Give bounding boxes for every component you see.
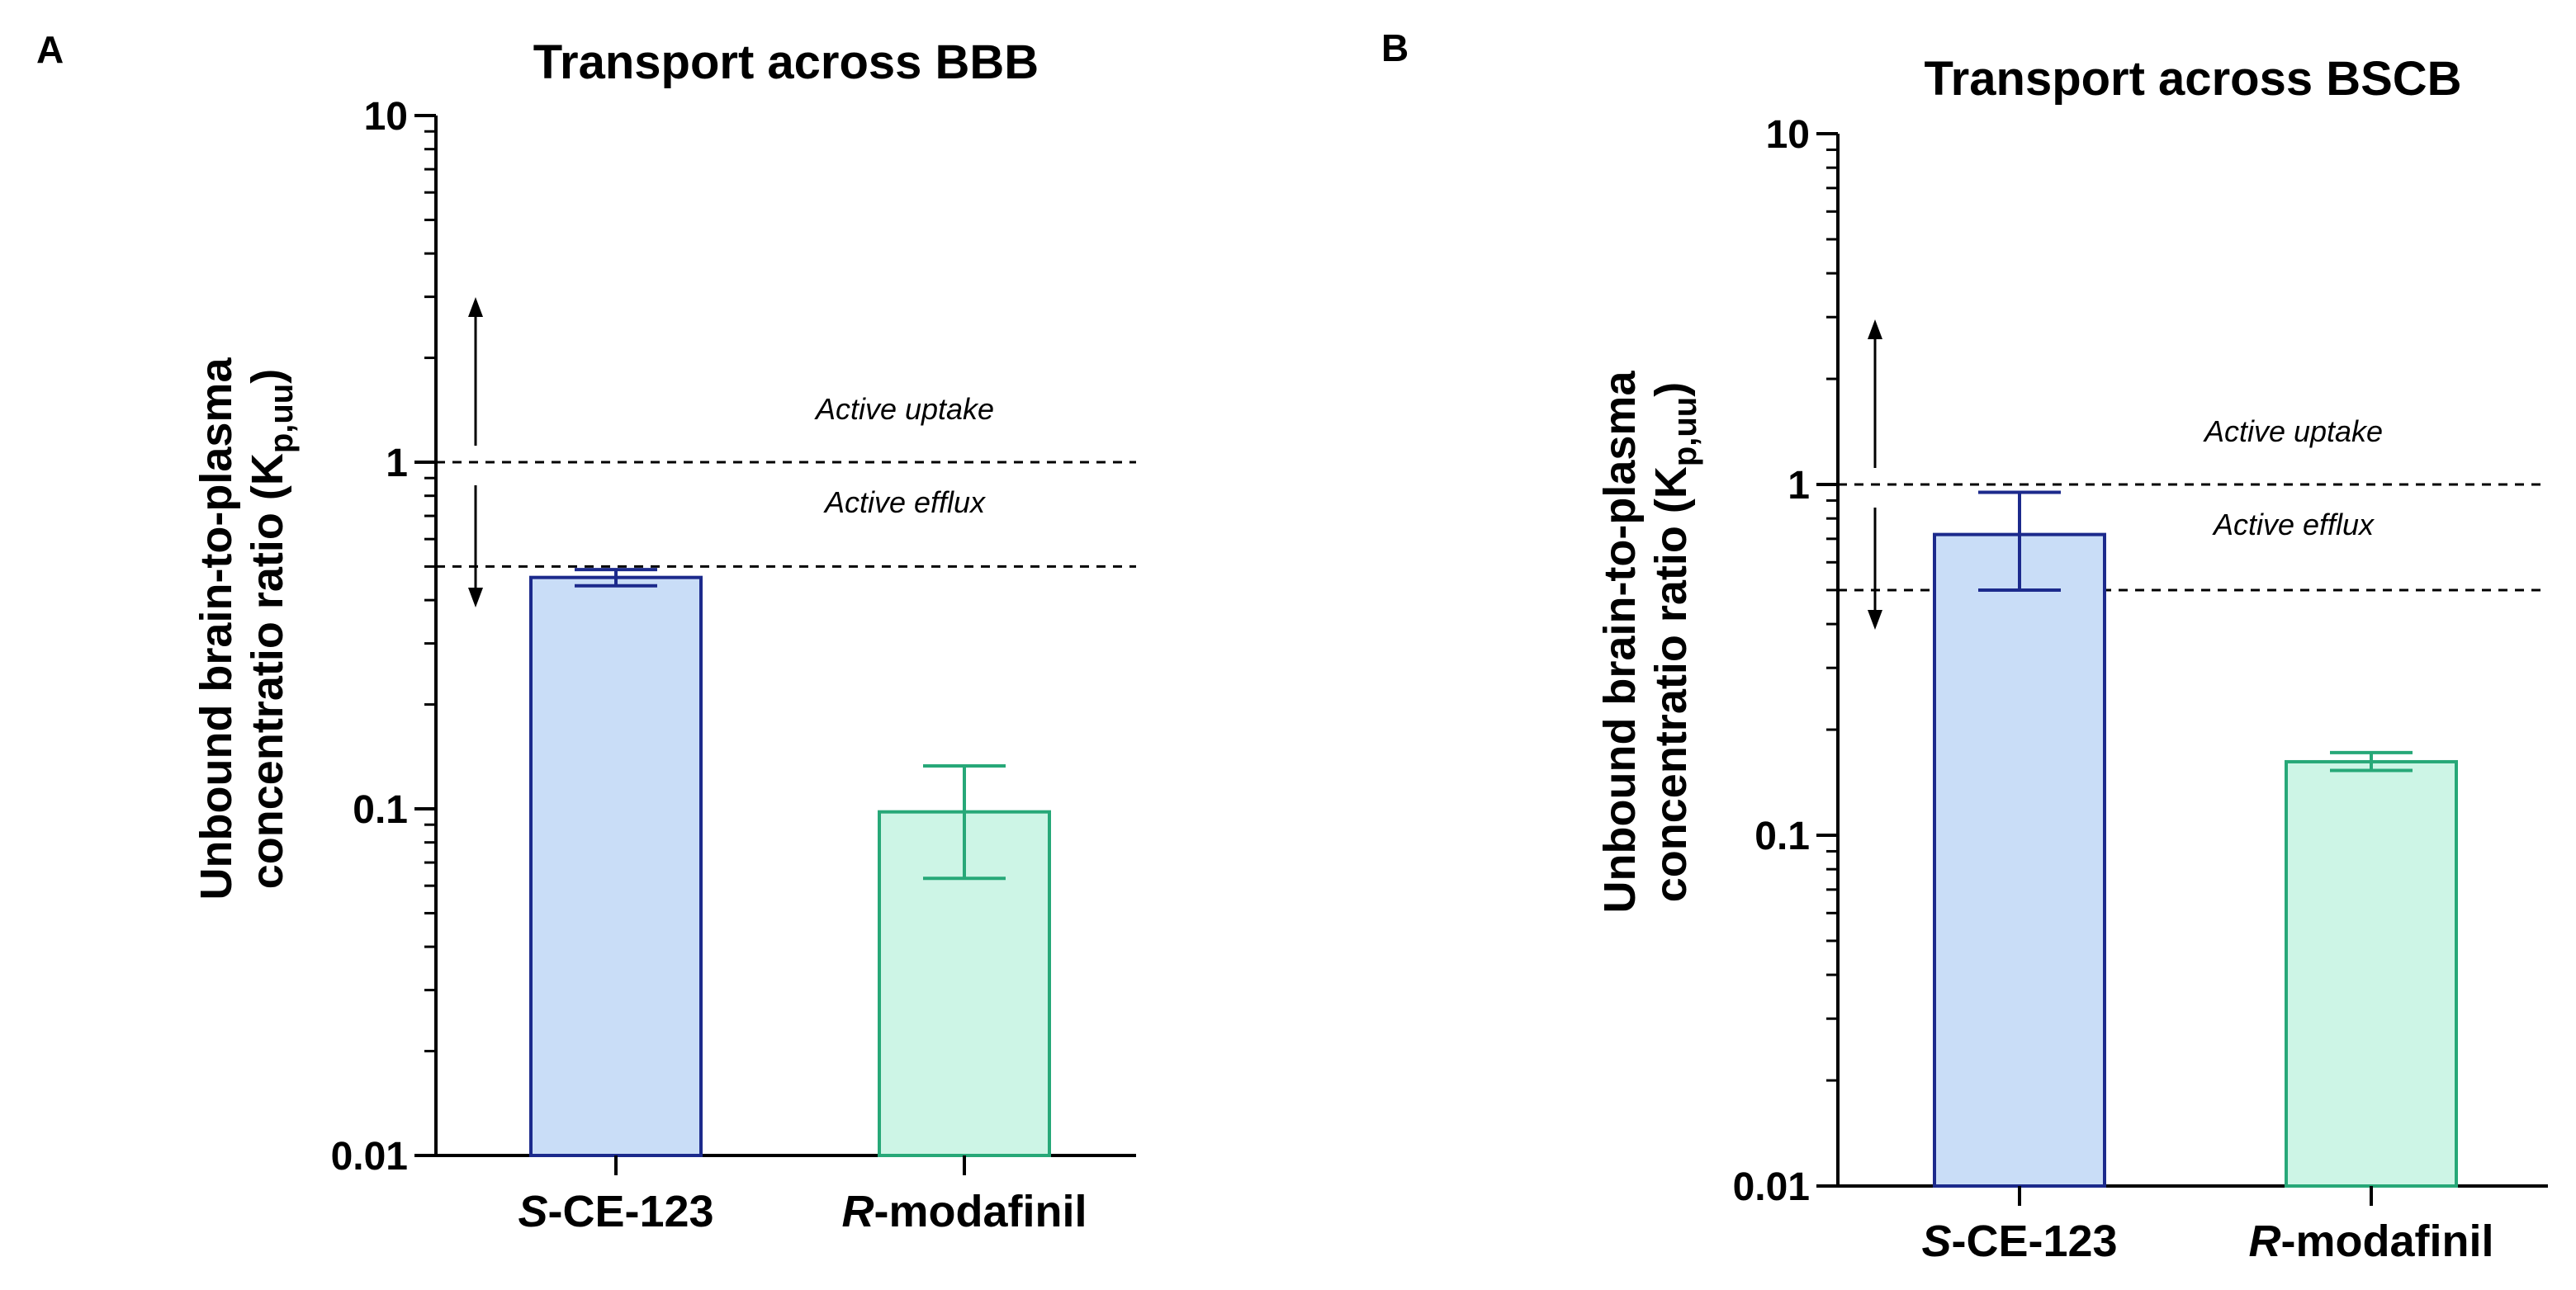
chart-title: Transport across BBB (533, 35, 1039, 89)
annotation-active-uptake: Active uptake (814, 392, 994, 426)
y-tick-label: 0.01 (1733, 1165, 1810, 1209)
bar-s-ce-123 (1933, 532, 2106, 1188)
category-label-suffix: -modafinil (874, 1187, 1087, 1236)
arrow-down-icon (1868, 610, 1882, 630)
y-axis-label-part: p,uu (263, 384, 300, 453)
category-label-prefix: R (842, 1187, 874, 1236)
y-axis-label: Unbound brain-to-plasma concentratio rati… (192, 357, 300, 900)
category-label: R-modafinil (842, 1187, 1087, 1236)
panel-letter: A (36, 28, 64, 71)
category-label: S-CE-123 (1921, 1217, 2117, 1266)
panel-letter: B (1381, 26, 1409, 69)
y-tick-label: 1 (1788, 464, 1810, 508)
y-tick-label: 10 (364, 95, 408, 139)
annotation-active-uptake: Active uptake (2203, 414, 2383, 448)
bar-s-ce-123 (529, 575, 703, 1157)
y-tick-label: 0.1 (353, 788, 408, 832)
y-axis-label: Unbound brain-to-plasma concentratio rati… (1595, 371, 1703, 914)
chart-panel-b: B Transport across BSCB 0.01 0.1 1 10 Active u… (1381, 26, 2548, 1266)
category-label-suffix: -CE-123 (547, 1187, 713, 1236)
bar-r-modafinil (2285, 759, 2458, 1188)
category-label-prefix: R (2249, 1217, 2281, 1266)
y-axis-label-line1: Unbound brain-to-plasma (1595, 371, 1645, 914)
annotation-active-efflux: Active efflux (2212, 508, 2375, 541)
category-label-suffix: -modafinil (2281, 1217, 2494, 1266)
category-label-prefix: S (518, 1187, 547, 1236)
arrow-up-icon (1868, 319, 1882, 339)
y-axis-label-line2: concentratio ratio (Kp,uu) (1646, 382, 1703, 902)
y-axis-label-line2: concentratio ratio (Kp,uu) (243, 369, 300, 889)
y-tick-label: 10 (1766, 113, 1810, 157)
y-axis-label-part: concentratio ratio (K (243, 453, 292, 889)
y-tick-label: 1 (386, 442, 408, 485)
arrow-down-icon (468, 588, 483, 607)
category-label: S-CE-123 (518, 1187, 713, 1236)
arrow-up-icon (468, 297, 483, 317)
chart-title: Transport across BSCB (1924, 52, 2461, 106)
y-axis-label-part: concentratio ratio (K (1646, 466, 1696, 902)
y-axis-label-line1: Unbound brain-to-plasma (192, 357, 241, 900)
y-axis-label-part: ) (1646, 382, 1696, 397)
y-tick-label: 0.1 (1754, 815, 1810, 858)
y-tick-label: 0.01 (331, 1135, 408, 1179)
category-label-prefix: S (1921, 1217, 1951, 1266)
y-axis-label-part: p,uu (1667, 397, 1703, 466)
category-label: R-modafinil (2249, 1217, 2494, 1266)
chart-panel-a: A Transport across BBB 0.01 0.1 1 10 Active up… (36, 28, 1136, 1236)
category-label-suffix: -CE-123 (1951, 1217, 2117, 1266)
annotation-active-efflux: Active efflux (823, 485, 987, 519)
y-axis-label-part: ) (243, 369, 292, 384)
